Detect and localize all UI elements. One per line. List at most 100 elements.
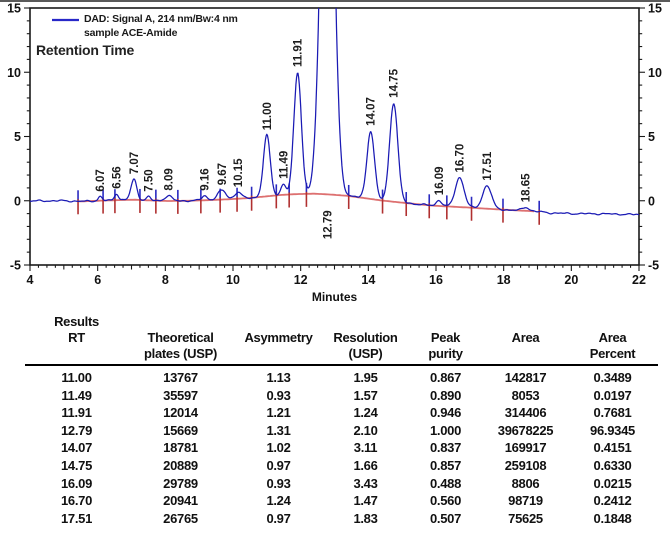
table-cell: 0.97 [266,510,291,526]
table-cell: 0.507 [429,510,462,526]
table-header-cell: Area Percent [567,314,658,362]
table-cell: 1.21 [266,405,291,421]
table-header-line [567,314,658,330]
table-cell: 142817 [504,370,547,385]
table-header-line: plates (USP) [144,346,217,361]
results-table-body: 11.00 13767 1.13 1.95 0.867 142817 0.3489 11.49… [0,369,670,527]
peak-label: 11.49 [278,151,290,179]
table-cell: 1.24 [353,405,378,421]
legend: DAD: Signal A, 214 nm/Bw:4 nm sample ACE… [84,12,238,40]
table-cell: 98719 [508,493,543,509]
peak-label: 7.07 [129,152,141,174]
peak-label: 8.09 [163,168,175,190]
table-cell: 2.10 [353,422,378,438]
table-cell: 13767 [163,370,198,385]
table-row: 17.51 26765 0.97 1.83 0.507 75625 0.1848 [25,510,658,528]
results-table: Results RT Theoretical plates (USP) Asymme… [0,314,670,527]
table-header-line [233,346,324,362]
table-cell: 16.09 [60,475,93,491]
y-tick-label-left: 10 [7,66,21,80]
table-cell: 0.7681 [593,405,632,421]
table-cell: 29789 [163,475,198,491]
plot-border [29,7,640,266]
x-axis-ticks [29,265,640,271]
table-header-rule [25,364,658,366]
table-cell: 11.49 [61,387,92,403]
x-tick-label: 20 [564,273,578,287]
table-cell: 0.890 [429,387,462,403]
peak-label: 16.70 [455,144,467,173]
table-header-cell: Resolution (USP) [324,314,407,362]
x-tick-label: 4 [27,273,34,287]
table-header-line: Area [511,330,540,345]
y-tick-label-right: 15 [648,2,662,16]
legend-signal-line: DAD: Signal A, 214 nm/Bw:4 nm [84,13,238,25]
table-cell: 8806 [511,475,540,491]
table-header-line: Results [54,314,99,329]
table-cell: 14.07 [60,440,93,456]
table-header-cell: Results RT [25,314,128,362]
table-row: 11.49 35597 0.93 1.57 0.890 8053 0.0197 [25,387,658,405]
table-row: 16.70 20941 1.24 1.47 0.560 98719 0.2412 [25,492,658,510]
table-cell: 39678225 [497,422,554,438]
table-cell: 314406 [504,405,547,421]
table-cell: 259108 [504,457,547,473]
table-header-line: purity [428,346,463,361]
peak-label: 9.16 [200,168,212,190]
table-header-cell: Peak purity [407,314,484,362]
table-header-line [233,314,324,330]
table-cell: 0.560 [429,493,462,509]
peak-label: 11.91 [293,38,305,67]
y-tick-label-left: 15 [7,2,21,16]
y-axis-ticks [24,7,645,266]
table-cell: 26765 [163,510,198,526]
table-cell: 12014 [163,405,198,421]
table-row: 14.75 20889 0.97 1.66 0.857 259108 0.6330 [25,457,658,475]
table-cell: 1.13 [266,370,291,385]
table-header-line [324,314,407,330]
x-tick-label: 12 [294,273,308,287]
table-cell: 0.93 [266,475,291,491]
table-cell: 1.83 [353,510,378,526]
peak-label: 14.07 [366,97,378,126]
y-tick-label-right: 0 [648,194,655,208]
table-cell: 0.6330 [593,457,632,473]
table-cell: 96.9345 [590,422,635,438]
table-cell: 18781 [163,440,198,456]
y-tick-label-left: -5 [10,259,21,273]
table-cell: 75625 [508,510,543,526]
x-tick-label: 16 [429,273,443,287]
table-cell: 3.11 [353,440,378,456]
table-cell: 0.946 [429,405,462,421]
table-cell: 0.2412 [593,493,632,509]
table-header-cell: Area [484,314,567,362]
table-cell: 0.867 [429,370,462,385]
x-tick-label: 22 [632,273,646,287]
table-header-line: (USP) [348,346,383,361]
x-tick-label: 8 [162,273,169,287]
chromatogram-svg: 4 6 8 10 12 14 16 18 20 22 Minutes -5 -5 0 0 5 5 10 10 15 15… [7,2,662,305]
peak-label: 7.50 [143,169,155,191]
table-cell: 8053 [511,387,540,403]
x-axis-title: Minutes [312,290,358,304]
peak-label: 16.09 [434,166,446,195]
table-cell: 12.79 [60,422,93,438]
table-cell: 16.70 [60,493,93,509]
table-cell: 0.97 [266,457,291,473]
peak-label: 9.67 [217,163,229,185]
peak-label: 17.51 [482,151,494,180]
y-tick-label-left: 0 [14,194,21,208]
table-cell: 17.51 [60,510,93,526]
table-row: 16.09 29789 0.93 3.43 0.488 8806 0.0215 [25,475,658,493]
table-cell: 0.488 [429,475,462,491]
x-tick-label: 14 [361,273,375,287]
peak-label: 6.07 [95,169,107,191]
table-header-line: Percent [589,346,636,361]
table-cell: 1.02 [266,440,291,456]
table-header-line [25,346,128,362]
legend-sample-line: sample ACE-Amide [84,27,178,39]
table-cell: 1.000 [429,422,462,438]
table-header-cell: Theoretical plates (USP) [128,314,233,362]
window-top-edge [0,0,670,2]
peak-label: 14.75 [389,68,401,97]
